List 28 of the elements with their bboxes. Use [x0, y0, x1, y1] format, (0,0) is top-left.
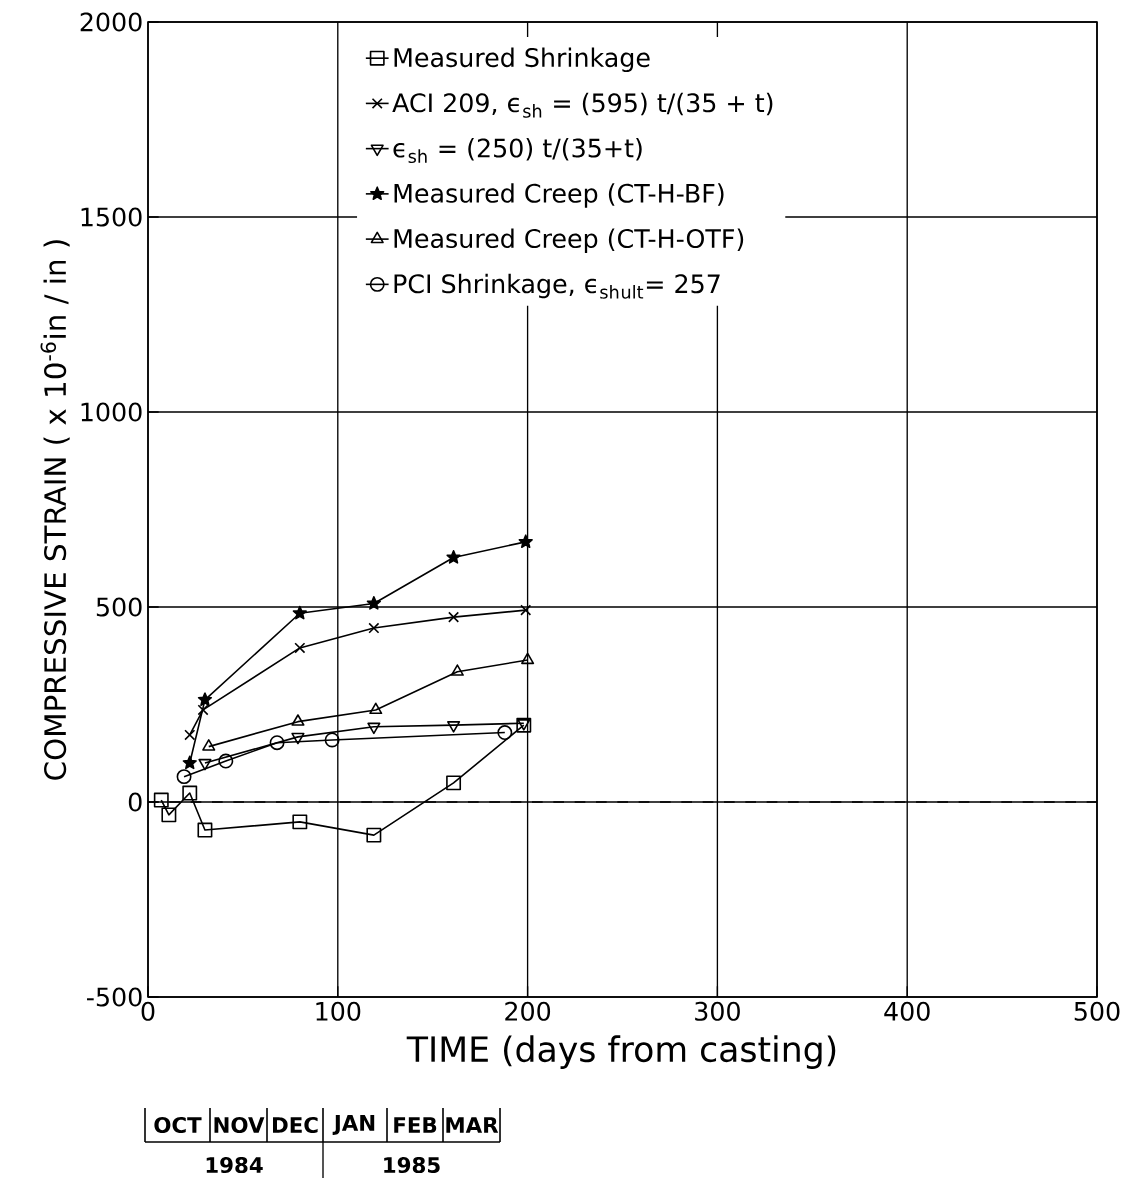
legend-label: Measured Creep (CT-H-BF) [394, 183, 724, 208]
text: NOV [214, 1116, 265, 1134]
text: 1984 [206, 1156, 263, 1174]
y-tick-label: 2000 [80, 12, 142, 32]
y-tick-label: 1500 [81, 207, 142, 227]
x-tick-label: 500 [1074, 1001, 1120, 1021]
text: 1985 [384, 1156, 440, 1174]
y-tick-label: 0 [128, 792, 142, 812]
legend-label: Measured Creep (CT-H-OTF) [394, 228, 744, 254]
text: DEC [273, 1116, 318, 1134]
x-axis-title: TIME (days from casting) [406, 1035, 836, 1069]
legend-label: Measured Shrinkage [394, 47, 650, 73]
x-tick-label: 400 [884, 1001, 930, 1021]
text: FEB [394, 1117, 437, 1133]
legend-label: ACI 209, ϵ$_{sh}$ = (595) t/(35 + t) [392, 92, 773, 118]
x-tick-label: 200 [505, 1001, 551, 1021]
y-tick-label: -500 [87, 987, 142, 1007]
y-tick-label: 500 [96, 597, 142, 617]
text: MAR [446, 1117, 499, 1133]
legend-label: PCI Shrinkage, ϵ$_{shult}$= 257 [394, 273, 720, 299]
legend-label: ϵ$_{sh}$ = (250) t/(35+t) [393, 138, 642, 164]
x-tick-label: 0 [141, 1001, 155, 1021]
y-tick-label: 1000 [81, 402, 142, 422]
text: OCT [154, 1116, 202, 1134]
x-tick-label: 100 [316, 1001, 361, 1021]
x-tick-label: 300 [695, 1001, 740, 1021]
y-axis-title: COMPRESSIVE STRAIN ( x 10$^{-6}$in / in ) [40, 240, 70, 780]
text: JAN [332, 1115, 375, 1135]
